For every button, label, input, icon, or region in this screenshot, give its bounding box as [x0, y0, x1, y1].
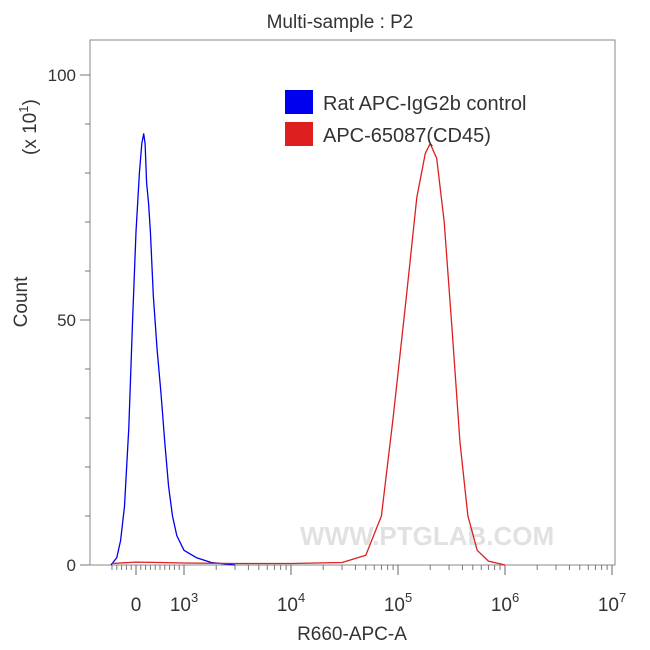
legend-label-control: Rat APC-IgG2b control: [323, 93, 526, 115]
y-axis-label: Count: [11, 276, 32, 327]
svg-text:(x 101): (x 101): [16, 99, 41, 155]
legend-swatch-control: [285, 90, 313, 114]
x-tick-label: 103: [170, 590, 198, 616]
chart-title: Multi-sample : P2: [267, 12, 414, 33]
y-tick-label: 50: [57, 311, 76, 330]
plot-frame: [89, 39, 616, 566]
x-tick-label: 0: [131, 595, 142, 616]
x-tick-label: 104: [277, 590, 305, 616]
y-tick-label: 0: [67, 556, 76, 575]
watermark: WWW.PTGLAB.COM: [300, 521, 554, 551]
y-multiplier-label: (x 101): [16, 99, 41, 155]
x-tick-label: 106: [491, 590, 519, 616]
y-tick-label: 100: [48, 66, 76, 85]
series-layer: [110, 133, 506, 566]
x-tick-label: 105: [384, 590, 412, 616]
legend-label-cd45: APC-65087(CD45): [323, 125, 491, 147]
legend: Rat APC-IgG2b control APC-65087(CD45): [285, 90, 526, 147]
series-line-control: [110, 133, 236, 566]
series-line-cd45: [111, 142, 506, 566]
x-tick-label: 107: [598, 590, 626, 616]
x-axis-label: R660-APC-A: [297, 624, 407, 645]
y-axis: 0 50 100: [48, 66, 90, 575]
legend-swatch-cd45: [285, 122, 313, 146]
x-axis: 0 103 104 105 106 107: [111, 565, 626, 616]
